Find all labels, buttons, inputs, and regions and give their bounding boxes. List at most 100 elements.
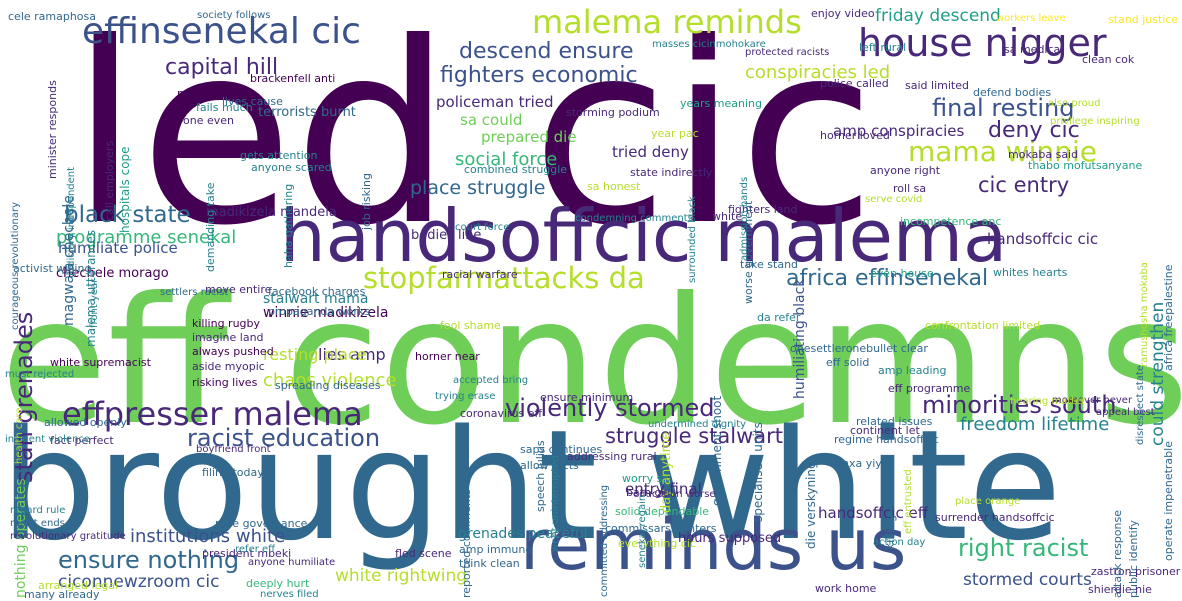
cloud-word: year pac xyxy=(651,127,699,140)
cloud-word: commissars fighters xyxy=(605,522,717,535)
cloud-word: anyone scared xyxy=(251,161,332,174)
cloud-word: job risking xyxy=(360,173,373,230)
cloud-word: coronavirus eff xyxy=(460,407,543,420)
cloud-word: revolutionary gratitude xyxy=(10,531,126,542)
cloud-word: conspiracies led xyxy=(745,62,891,83)
cloud-word: prepared die xyxy=(481,128,577,146)
cloud-word: chechele morago xyxy=(56,266,169,281)
cloud-word: always pushed xyxy=(192,345,274,358)
cloud-word: arranged legal xyxy=(38,579,119,592)
cloud-word: risking lives xyxy=(192,376,258,389)
cloud-word: admission hands xyxy=(739,176,750,261)
cloud-word: descend ensure xyxy=(459,39,634,64)
cloud-word: ensure nothing xyxy=(58,546,240,574)
cloud-word: even house xyxy=(870,267,934,280)
cloud-word: saps continues xyxy=(520,443,603,456)
cloud-word: worry sa xyxy=(622,472,670,485)
cloud-word: stopfarmattacks da xyxy=(363,261,645,295)
cloud-word: resting place xyxy=(263,345,367,364)
cloud-word: ensure minimum xyxy=(540,391,634,404)
cloud-word: defend bodies xyxy=(973,86,1052,99)
cloud-word: enjoy video xyxy=(811,7,875,20)
cloud-word: eff condemns xyxy=(0,261,1182,464)
cloud-word: effpresser malema xyxy=(62,395,363,433)
cloud-word: anyone humiliate xyxy=(248,557,336,568)
cloud-word: many already xyxy=(24,588,100,601)
cloud-word: reminds us xyxy=(520,504,907,586)
cloud-word: winnie madikizela xyxy=(263,305,389,321)
cloud-word: right racist xyxy=(958,534,1089,562)
cloud-word: handsoffcic eff xyxy=(818,504,929,522)
cloud-word: undermined dignity xyxy=(648,419,747,430)
cloud-word: policeman tried xyxy=(436,93,554,111)
cloud-word: imagine land xyxy=(192,331,264,344)
cloud-word: die verskyning xyxy=(804,461,818,549)
cloud-word: move entire xyxy=(205,283,272,296)
cloud-word: fact perfect xyxy=(50,434,114,447)
cloud-word: everything cic xyxy=(618,537,697,550)
cloud-word: amp conspiracies xyxy=(833,122,965,140)
cloud-word: humiliate police xyxy=(58,239,178,257)
cloud-word: eff solid xyxy=(826,356,870,369)
cloud-word: ciconnewzroom cic xyxy=(58,572,220,592)
cloud-word: minister responds xyxy=(46,80,59,179)
cloud-word: confrontation limited xyxy=(925,319,1041,332)
cloud-word: whites hearts xyxy=(993,266,1068,279)
cloud-word: day anytime xyxy=(659,431,674,513)
cloud-word: storming podium xyxy=(566,106,660,119)
cloud-word: president mbeki xyxy=(202,547,292,560)
cloud-word: police called xyxy=(820,77,889,90)
cloud-word: stalwart mama xyxy=(263,291,369,307)
cloud-word: regime handsoffcic xyxy=(834,433,939,446)
cloud-word: eff programme xyxy=(888,382,971,395)
cloud-word: roll sa xyxy=(893,182,927,195)
cloud-word: society follows xyxy=(197,10,271,21)
cloud-word: stormed courts xyxy=(963,570,1092,590)
cloud-word: trying erase xyxy=(435,391,496,402)
cloud-word: disrespect state xyxy=(1135,364,1146,445)
cloud-word: handsoffcic malema xyxy=(280,194,1008,278)
cloud-word: refer eff xyxy=(235,544,276,555)
cloud-word: violently stormed xyxy=(505,394,715,422)
cloud-word: africa freepalestine xyxy=(1162,264,1175,371)
cloud-word: facebook charges xyxy=(268,285,366,298)
cloud-word: racist ends xyxy=(10,518,65,529)
cloud-word: hearing matter xyxy=(1010,396,1086,407)
cloud-word: incident violence xyxy=(5,434,91,445)
cloud-word: serve covid xyxy=(865,194,923,205)
cloud-word: onesettleronebullet clear xyxy=(790,342,928,355)
cloud-word: senekal regain xyxy=(637,494,648,568)
cloud-word: addressing rural xyxy=(567,450,657,463)
cloud-word: front year xyxy=(89,278,100,328)
cloud-word: brought white xyxy=(0,397,1062,574)
cloud-word: black state xyxy=(64,202,191,228)
cloud-word: went uninterrupted xyxy=(550,455,561,552)
cloud-word: surrender handsoffcic xyxy=(935,511,1055,524)
cloud-word: regard rule xyxy=(10,505,66,516)
cloud-word: handsoffcic cic xyxy=(987,230,1099,248)
cloud-word: lives cause xyxy=(222,95,283,108)
cloud-word: entry final xyxy=(625,480,702,498)
cloud-word: capital hill xyxy=(165,55,279,80)
cloud-word: reported comments xyxy=(460,489,473,598)
cloud-word: cic entry xyxy=(978,173,1070,197)
cloud-word: eff entrusted xyxy=(903,469,914,534)
cloud-word: haha gathering xyxy=(282,183,295,268)
cloud-word: sa could xyxy=(460,111,523,129)
cloud-word: racist education xyxy=(187,424,381,452)
cloud-word: think clean xyxy=(459,557,520,570)
cloud-word: friday descend xyxy=(875,6,1001,26)
cloud-word: moreover never xyxy=(1052,395,1133,406)
cloud-word: activist willing xyxy=(13,262,92,275)
cloud-word: white xyxy=(712,210,743,223)
cloud-word: final resting xyxy=(932,94,1075,122)
cloud-word: place orange xyxy=(955,496,1021,507)
cloud-word: aside myopic xyxy=(192,360,265,373)
cloud-word: chaos violence xyxy=(263,370,397,391)
cloud-word: tried deny xyxy=(612,143,689,161)
cloud-word: take stand xyxy=(740,258,799,271)
cloud-word: lies amp xyxy=(318,345,386,364)
cloud-word: thabo mofutsanyane xyxy=(1028,159,1143,172)
cloud-word: killing rugby xyxy=(192,317,261,330)
cloud-word: nerves filed xyxy=(260,589,319,600)
